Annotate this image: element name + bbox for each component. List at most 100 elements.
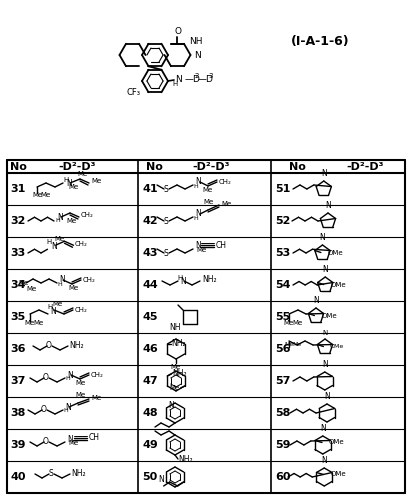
Text: Me: Me — [91, 395, 101, 401]
Text: N: N — [324, 392, 330, 401]
Text: -D²-D³: -D²-D³ — [346, 162, 384, 172]
Text: 36: 36 — [10, 344, 26, 354]
Text: Me: Me — [18, 280, 28, 286]
Text: 39: 39 — [10, 440, 26, 450]
Text: Me: Me — [24, 320, 34, 326]
Text: H: H — [63, 177, 69, 183]
Text: N: N — [50, 306, 56, 316]
Text: N: N — [320, 233, 325, 242]
Text: S: S — [49, 470, 54, 478]
Text: Me: Me — [292, 342, 301, 347]
Text: OMe: OMe — [330, 472, 346, 478]
Text: 2: 2 — [195, 73, 199, 79]
Text: Me: Me — [91, 178, 101, 184]
Text: O: O — [43, 438, 49, 446]
Text: Me: Me — [27, 286, 37, 292]
Text: Me: Me — [68, 440, 78, 446]
Text: N: N — [320, 424, 325, 433]
Text: Me: Me — [283, 320, 293, 326]
Text: N: N — [180, 278, 186, 286]
Text: O: O — [46, 342, 52, 350]
Text: N: N — [59, 276, 65, 284]
Text: N: N — [322, 360, 328, 369]
Text: NH: NH — [169, 324, 181, 332]
Text: H: H — [56, 218, 60, 224]
Text: N: N — [67, 434, 73, 444]
Text: Me: Me — [203, 187, 213, 193]
Text: No: No — [146, 162, 163, 172]
Text: N: N — [313, 296, 319, 305]
Text: 48: 48 — [142, 408, 158, 418]
Text: NH₂: NH₂ — [69, 342, 84, 350]
Text: 40: 40 — [10, 472, 26, 482]
Text: 38: 38 — [10, 408, 26, 418]
Text: Me: Me — [221, 201, 231, 207]
Text: N: N — [195, 178, 201, 186]
Text: NH: NH — [189, 37, 202, 46]
Text: Me: Me — [78, 171, 88, 177]
Text: N: N — [159, 476, 164, 484]
Text: -D²-D³: -D²-D³ — [59, 162, 96, 172]
Text: 32: 32 — [10, 216, 26, 226]
Text: N: N — [57, 212, 63, 222]
Text: N: N — [175, 74, 182, 84]
Text: Me: Me — [33, 320, 43, 326]
Text: 58: 58 — [275, 408, 291, 418]
Text: OMe: OMe — [328, 250, 344, 256]
Text: 3: 3 — [208, 73, 213, 79]
Text: N: N — [65, 402, 71, 411]
Text: NH₂: NH₂ — [178, 456, 193, 464]
Text: N: N — [169, 402, 174, 410]
Text: H: H — [63, 408, 68, 414]
Text: Me: Me — [292, 320, 302, 326]
Text: 52: 52 — [275, 216, 291, 226]
Text: N: N — [321, 456, 327, 465]
Text: 47: 47 — [142, 376, 158, 386]
Text: Me: Me — [54, 236, 65, 242]
Text: 46: 46 — [142, 344, 158, 354]
Text: O: O — [43, 374, 49, 382]
Text: N: N — [195, 210, 201, 218]
Text: N: N — [195, 242, 201, 250]
Text: CH₂: CH₂ — [83, 277, 96, 283]
Text: 37: 37 — [10, 376, 26, 386]
Text: No: No — [289, 162, 306, 172]
Text: H: H — [172, 81, 178, 87]
Text: Me: Me — [69, 285, 79, 291]
Text: NH₂: NH₂ — [202, 276, 217, 284]
Text: -D²-D³: -D²-D³ — [192, 162, 230, 172]
Text: —D: —D — [185, 74, 201, 84]
Text: O: O — [41, 406, 47, 414]
Text: 54: 54 — [275, 280, 291, 290]
Text: N: N — [322, 330, 328, 336]
Text: CF₃: CF₃ — [126, 88, 140, 97]
Text: CH: CH — [216, 240, 227, 250]
Text: CH₂: CH₂ — [75, 307, 88, 313]
Text: 35: 35 — [10, 312, 26, 322]
Text: Me: Me — [40, 192, 50, 198]
Text: H: H — [178, 275, 183, 281]
Text: N: N — [66, 180, 72, 188]
Text: OMe: OMe — [321, 312, 337, 318]
Text: Me: Me — [76, 380, 86, 386]
Text: Me: Me — [284, 342, 293, 347]
Text: 44: 44 — [142, 280, 158, 290]
Text: —D: —D — [198, 74, 214, 84]
Text: CH₂: CH₂ — [81, 212, 94, 218]
Text: Me: Me — [171, 364, 181, 370]
Text: Me: Me — [196, 247, 206, 253]
Text: OMe: OMe — [329, 440, 344, 446]
Text: N: N — [67, 370, 73, 380]
Text: N: N — [194, 50, 201, 59]
Text: CH₂: CH₂ — [75, 242, 87, 247]
Text: N: N — [52, 242, 57, 251]
Text: 59: 59 — [275, 440, 291, 450]
Text: NH₂: NH₂ — [71, 470, 86, 478]
Text: 50: 50 — [143, 472, 158, 482]
Text: N: N — [325, 201, 331, 210]
Text: 56: 56 — [275, 344, 291, 354]
Text: 60: 60 — [275, 472, 291, 482]
Text: N: N — [321, 169, 327, 178]
Text: 45: 45 — [142, 312, 158, 322]
Text: Me: Me — [69, 184, 79, 190]
